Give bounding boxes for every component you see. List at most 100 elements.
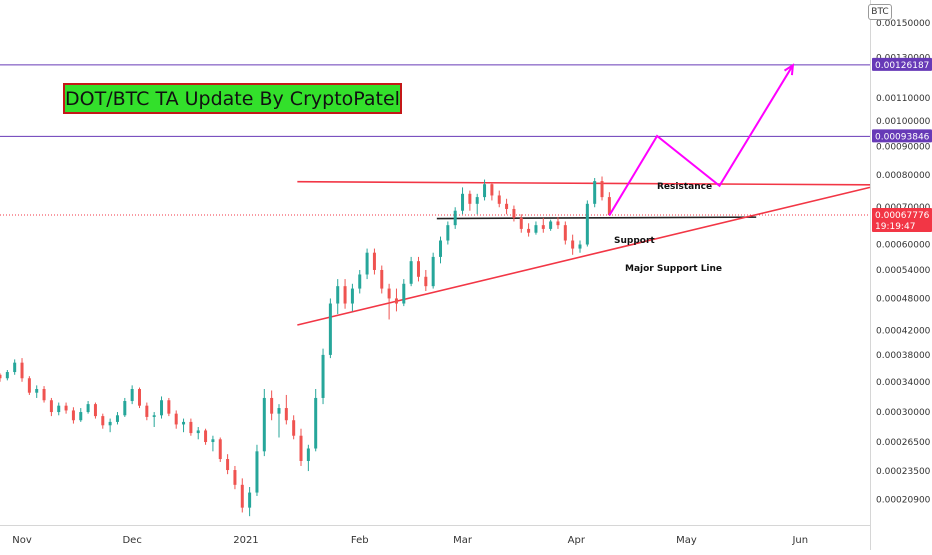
candle — [86, 401, 90, 414]
candle — [284, 394, 288, 425]
candle-body — [79, 412, 83, 421]
candle — [0, 373, 2, 382]
candle — [497, 190, 501, 208]
candle — [505, 198, 509, 215]
candle-body — [160, 400, 164, 416]
major-support-line — [297, 186, 871, 326]
candle-body — [512, 208, 516, 218]
candle — [607, 192, 611, 217]
candle-body — [42, 389, 46, 401]
y-tick-label: 0.00100000 — [876, 117, 931, 127]
candle — [512, 205, 516, 222]
candle-body — [130, 389, 134, 402]
candle — [101, 413, 105, 429]
candle — [534, 221, 538, 235]
candle — [431, 252, 435, 289]
candle-body — [108, 421, 112, 426]
y-tick-label: 0.00026500 — [876, 438, 931, 448]
candle-body — [314, 397, 318, 449]
candle-body — [123, 401, 127, 416]
candle — [336, 279, 340, 315]
candle-body — [189, 421, 193, 434]
candle — [306, 444, 310, 472]
candle-body — [372, 252, 376, 270]
candle-body — [255, 451, 259, 493]
candle — [174, 410, 178, 429]
candle — [343, 279, 347, 309]
candle-body — [321, 354, 325, 398]
candle-body — [365, 252, 369, 275]
candle — [49, 397, 53, 417]
candle — [57, 402, 61, 416]
candle-body — [152, 415, 156, 417]
candle — [446, 221, 450, 245]
candle — [328, 298, 332, 359]
price-badge-bg — [872, 57, 932, 71]
candle-body — [101, 416, 105, 426]
support-line — [436, 216, 757, 220]
candle — [93, 402, 97, 419]
candle-body — [446, 225, 450, 241]
currency-badge[interactable]: BTC — [868, 4, 892, 20]
candle-body — [167, 400, 171, 414]
candle-body — [578, 244, 582, 249]
candle-body — [505, 203, 509, 209]
candle-body — [394, 298, 398, 304]
y-tick-label: 0.00150000 — [876, 19, 931, 29]
x-tick-label: Apr — [568, 535, 586, 546]
candle-body — [549, 221, 553, 229]
x-tick-label: Mar — [453, 535, 473, 546]
y-tick-label: 0.00042000 — [876, 327, 931, 337]
candle — [42, 386, 46, 403]
price-badge-bg — [872, 129, 932, 143]
candle-body — [35, 389, 39, 393]
candle — [571, 234, 575, 255]
candle-body — [453, 210, 457, 226]
candle-body — [424, 276, 428, 287]
candle-body — [240, 484, 244, 508]
candle — [556, 217, 560, 229]
price-badge: 0.00126187 — [872, 57, 932, 71]
candle — [71, 407, 75, 424]
candle-body — [461, 193, 465, 211]
candle — [248, 487, 252, 517]
y-tick-label: 0.00080000 — [876, 171, 931, 181]
candle — [409, 256, 413, 287]
y-tick-label: 0.00054000 — [876, 266, 931, 276]
candle — [439, 236, 443, 264]
candle — [79, 408, 83, 422]
candle — [394, 288, 398, 312]
candle-body — [519, 217, 523, 229]
candle — [189, 418, 193, 436]
candle — [167, 397, 171, 417]
resistance-line — [297, 180, 871, 186]
candle — [365, 248, 369, 280]
price-badge-value: 0.00093846 — [875, 132, 930, 142]
projection-arrowhead — [783, 63, 795, 76]
candle — [123, 397, 127, 417]
candle-body — [402, 283, 406, 304]
candle-body — [350, 288, 354, 304]
candle — [321, 348, 325, 405]
candle — [218, 437, 222, 462]
candle — [277, 404, 281, 438]
candle — [292, 415, 296, 440]
candle — [152, 412, 156, 427]
candle — [490, 182, 494, 201]
candle-body — [292, 420, 296, 436]
candle-body — [431, 256, 435, 287]
candle-body — [5, 372, 9, 379]
candle — [240, 478, 244, 513]
candle — [20, 358, 24, 382]
candle-body — [0, 374, 2, 379]
candle-body — [137, 389, 141, 406]
candle — [578, 240, 582, 253]
candle-body — [27, 378, 31, 393]
candle-body — [556, 221, 560, 226]
candle-body — [57, 405, 61, 413]
price-badge-value: 0.00126187 — [875, 61, 929, 71]
candle — [541, 217, 545, 233]
candle-body — [270, 397, 274, 414]
candle — [468, 190, 472, 211]
